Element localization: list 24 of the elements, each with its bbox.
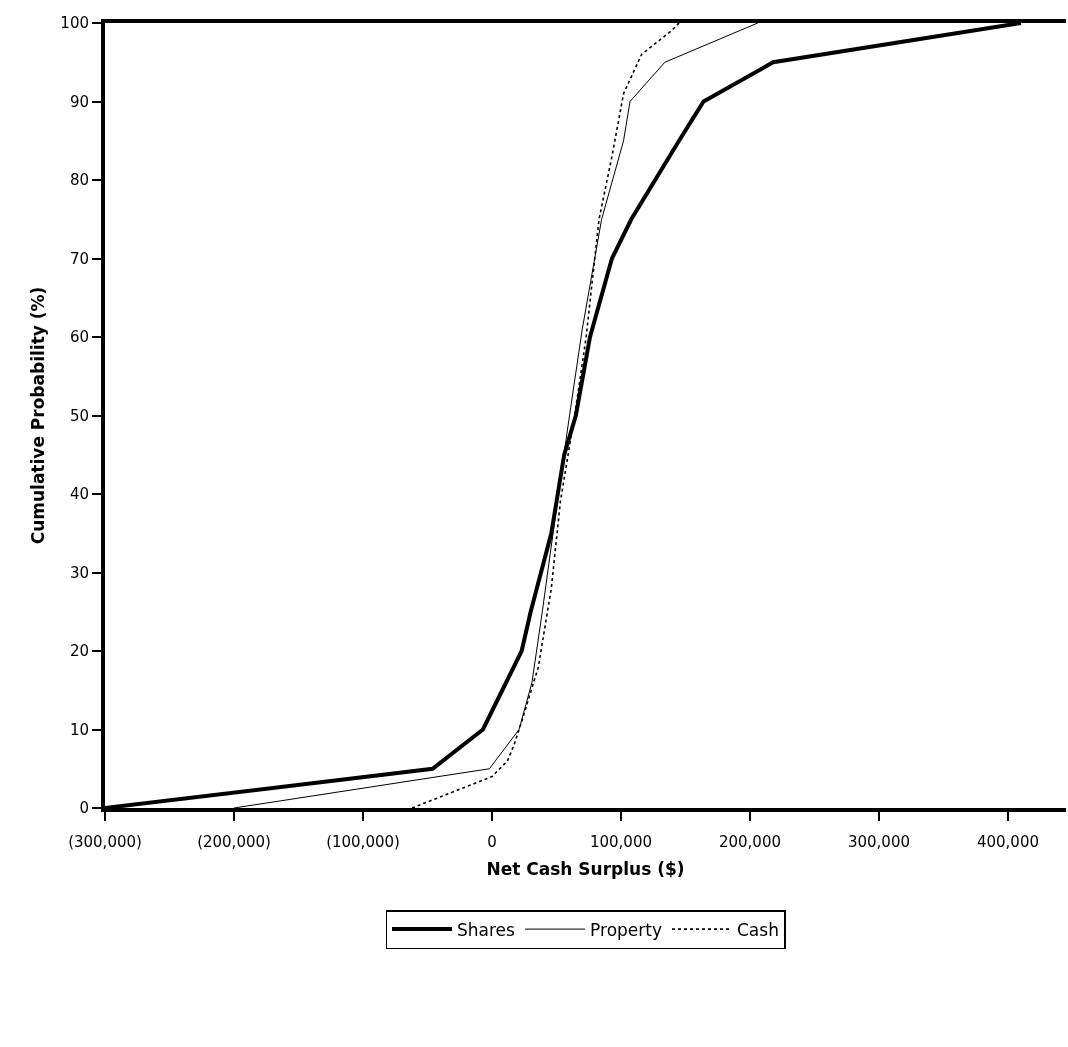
- y-tick-label: 90: [69, 92, 89, 111]
- x-tick-label: 100,000: [589, 833, 652, 851]
- y-tick-label: 100: [60, 14, 89, 33]
- y-tick-label: 60: [69, 328, 89, 347]
- x-axis-title: Net Cash Surplus ($): [486, 858, 685, 879]
- legend-label: Property: [590, 919, 662, 940]
- y-tick-label: 80: [69, 171, 89, 190]
- y-tick-label: 20: [69, 642, 89, 661]
- y-tick-label: 40: [69, 485, 89, 504]
- x-tick-label: 200,000: [718, 833, 781, 851]
- y-tick-label: 70: [69, 249, 89, 268]
- legend-label: Shares: [457, 919, 516, 940]
- x-tick-label: (200,000): [197, 833, 271, 851]
- x-tick-label: (100,000): [326, 833, 400, 851]
- x-tick-label: (300,000): [68, 833, 142, 851]
- y-axis-title: Cumulative Probability (%): [28, 286, 49, 545]
- x-tick-label: 300,000: [847, 833, 910, 851]
- legend-label: Cash: [737, 919, 779, 940]
- x-tick-label: 400,000: [976, 833, 1039, 851]
- y-tick-label: 0: [79, 799, 89, 818]
- y-tick-label: 50: [69, 406, 89, 425]
- y-tick-label: 30: [69, 563, 89, 582]
- x-tick-label: 0: [487, 833, 497, 851]
- y-tick-label: 10: [69, 720, 89, 739]
